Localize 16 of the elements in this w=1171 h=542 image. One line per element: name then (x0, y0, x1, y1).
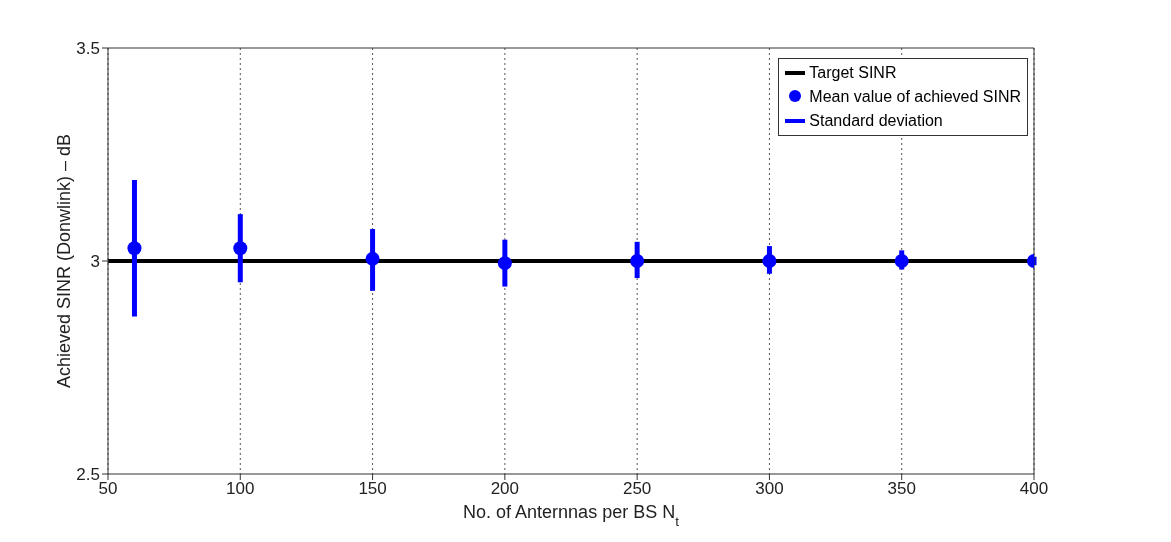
legend-label: Target SINR (809, 63, 897, 83)
x-tick-label: 50 (98, 479, 118, 499)
x-tick-label: 250 (622, 479, 652, 499)
x-axis-title: No. of Anternnas per BS N$_{t}$ (463, 502, 680, 529)
annotation: Standard deviation (809, 111, 943, 131)
x-tick-label: 350 (887, 479, 916, 499)
x-tick-label: 150 (358, 479, 387, 499)
y-tick-label: 2.5 (76, 465, 100, 485)
x-tick-label: 400 (1019, 479, 1049, 499)
y-axis-title: Achieved SINR (Donwlink) – dB (54, 133, 74, 389)
legend-label: Mean value of achieved SINR (809, 87, 1021, 107)
y-tick-label: 3 (90, 252, 100, 272)
y-tick-label: 3.5 (76, 39, 100, 59)
x-tick-label: 100 (226, 479, 255, 499)
x-tick-label: 200 (490, 479, 520, 499)
x-tick-label: 300 (755, 479, 784, 499)
